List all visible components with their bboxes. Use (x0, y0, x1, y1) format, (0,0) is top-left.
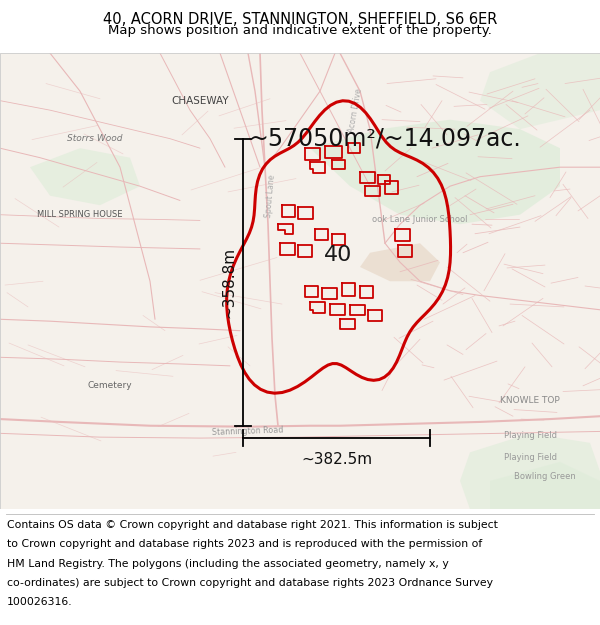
Text: MILL SPRING HOUSE: MILL SPRING HOUSE (37, 210, 123, 219)
Text: HM Land Registry. The polygons (including the associated geometry, namely x, y: HM Land Registry. The polygons (includin… (7, 559, 449, 569)
Text: 40: 40 (324, 244, 352, 264)
Polygon shape (460, 433, 600, 509)
Text: KNOWLE TOP: KNOWLE TOP (500, 396, 560, 404)
Text: Spout Lane: Spout Lane (263, 174, 277, 218)
Polygon shape (30, 148, 140, 205)
Polygon shape (310, 119, 560, 224)
Text: Contains OS data © Crown copyright and database right 2021. This information is : Contains OS data © Crown copyright and d… (7, 520, 498, 530)
Polygon shape (490, 462, 600, 509)
Text: Storrs Wood: Storrs Wood (67, 134, 123, 143)
Polygon shape (480, 53, 600, 129)
Text: Bowling Green: Bowling Green (514, 472, 576, 481)
Text: ~382.5m: ~382.5m (301, 452, 372, 468)
Text: 100026316.: 100026316. (7, 598, 73, 608)
Text: Cemetery: Cemetery (88, 381, 133, 390)
Text: co-ordinates) are subject to Crown copyright and database rights 2023 Ordnance S: co-ordinates) are subject to Crown copyr… (7, 578, 493, 588)
Text: Playing Field: Playing Field (503, 431, 557, 440)
Text: to Crown copyright and database rights 2023 and is reproduced with the permissio: to Crown copyright and database rights 2… (7, 539, 482, 549)
Text: ~358.8m: ~358.8m (221, 247, 236, 318)
Text: ook Lane Junior School: ook Lane Junior School (372, 215, 468, 224)
Text: Map shows position and indicative extent of the property.: Map shows position and indicative extent… (108, 24, 492, 38)
Text: 40, ACORN DRIVE, STANNINGTON, SHEFFIELD, S6 6ER: 40, ACORN DRIVE, STANNINGTON, SHEFFIELD,… (103, 12, 497, 27)
Text: ~57050m²/~14.097ac.: ~57050m²/~14.097ac. (248, 127, 521, 151)
Polygon shape (360, 243, 440, 281)
Text: CHASEWAY: CHASEWAY (171, 96, 229, 106)
Text: Stannington Road: Stannington Road (212, 426, 284, 437)
Text: Acorn Drive: Acorn Drive (347, 88, 364, 133)
Text: Playing Field: Playing Field (503, 452, 557, 462)
